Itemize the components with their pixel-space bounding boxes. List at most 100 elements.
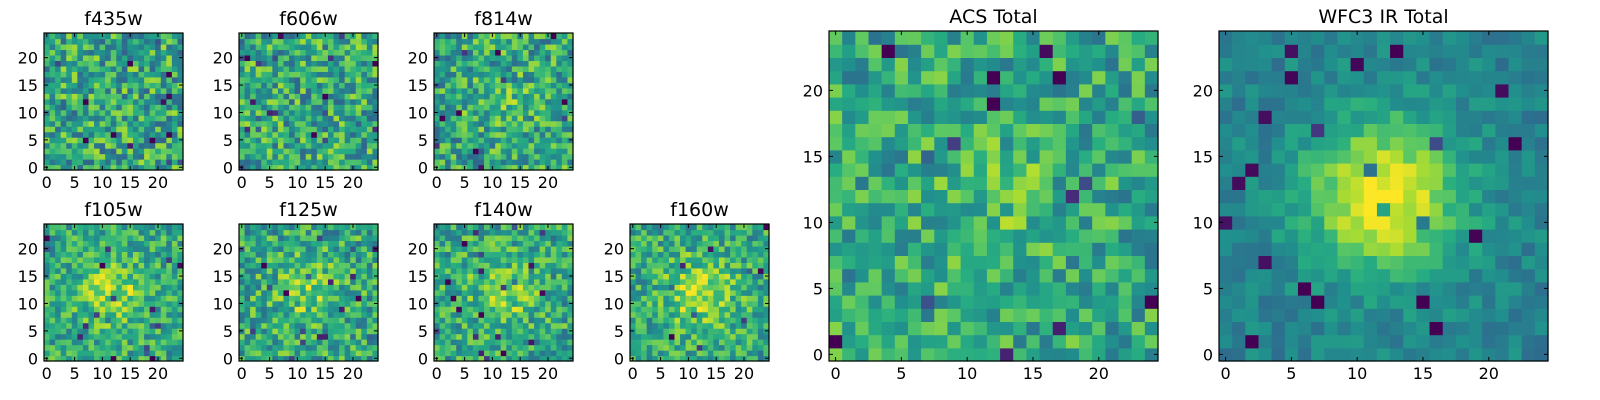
heatmap-cell — [881, 215, 896, 230]
heatmap-cell — [1144, 255, 1159, 270]
heatmap-cell — [160, 262, 167, 269]
heatmap-cell — [171, 76, 179, 83]
heatmap-cell — [105, 300, 112, 307]
heatmap-cell — [261, 229, 268, 236]
heatmap-cell — [94, 240, 101, 247]
heatmap-cell — [663, 311, 670, 318]
heatmap-cell — [842, 255, 856, 270]
heatmap-cell — [528, 153, 535, 160]
heatmap-cell — [132, 126, 140, 133]
heatmap-cell — [366, 234, 374, 242]
heatmap-cell — [1144, 308, 1159, 322]
heatmap-cell — [439, 153, 446, 160]
heatmap-cell — [522, 300, 530, 307]
heatmap-cell — [322, 142, 329, 149]
heatmap-cell — [316, 164, 323, 171]
heatmap-cell — [696, 224, 703, 231]
heatmap-cell — [434, 38, 441, 45]
heatmap-cell — [121, 350, 128, 357]
heatmap-cell — [495, 120, 502, 127]
heatmap-cell — [361, 93, 368, 100]
heatmap-cell — [110, 82, 117, 89]
heatmap-cell — [55, 82, 62, 89]
heatmap-cell — [60, 229, 67, 236]
heatmap-cell — [171, 54, 179, 61]
heatmap-cell — [160, 355, 167, 362]
heatmap-cell — [361, 76, 368, 83]
heatmap-cell — [71, 256, 78, 263]
heatmap-cell — [511, 153, 518, 160]
heatmap-cell — [1052, 176, 1067, 190]
heatmap-cell — [177, 339, 184, 346]
heatmap-cell — [534, 49, 541, 56]
heatmap-cell — [244, 234, 251, 242]
heatmap-cell — [105, 240, 112, 247]
heatmap-cell — [1052, 242, 1067, 256]
heatmap-cell — [881, 347, 896, 362]
heatmap-cell — [539, 295, 546, 302]
heatmap-cell — [261, 311, 268, 318]
heatmap-cell — [868, 242, 883, 256]
heatmap-cell — [272, 43, 279, 51]
heatmap-cell — [646, 322, 653, 329]
heatmap-cell — [947, 215, 962, 230]
heatmap-cell — [718, 256, 726, 263]
heatmap-cell — [66, 273, 73, 280]
heatmap-cell — [289, 109, 296, 116]
heatmap-cell — [550, 49, 557, 56]
heatmap-cell — [539, 322, 546, 329]
heatmap-cell — [702, 350, 709, 357]
heatmap-cell — [138, 284, 145, 291]
heatmap-cell — [450, 93, 457, 100]
heatmap-cell — [88, 234, 95, 242]
heatmap-cell — [1026, 255, 1041, 270]
heatmap-cell — [316, 273, 323, 280]
heatmap-cell — [311, 262, 318, 269]
heatmap-cell — [894, 268, 909, 283]
heatmap-cell — [506, 120, 513, 127]
heatmap-cell — [127, 43, 134, 51]
heatmap-cell — [907, 308, 922, 322]
heatmap-cell — [763, 333, 770, 340]
heatmap-cell — [1131, 202, 1146, 217]
heatmap-cell — [44, 333, 51, 340]
heatmap-cell — [550, 33, 557, 40]
heatmap-cell — [99, 278, 106, 285]
heatmap-cell — [484, 71, 491, 78]
heatmap-cell — [82, 49, 90, 56]
heatmap-cell — [517, 267, 524, 274]
heatmap-cell — [88, 267, 95, 274]
heatmap-cell — [255, 137, 262, 144]
heatmap-cell — [166, 153, 173, 160]
heatmap-cell — [350, 137, 357, 144]
heatmap-cell — [305, 229, 312, 236]
heatmap-cell — [366, 49, 374, 56]
heatmap-cell — [239, 344, 246, 351]
heatmap-cell — [266, 322, 273, 329]
heatmap-cell — [277, 120, 285, 127]
heatmap-cell — [110, 137, 117, 144]
heatmap-cell — [71, 109, 78, 116]
heatmap-cell — [305, 317, 312, 324]
heatmap-cell — [339, 159, 346, 166]
heatmap-cell — [500, 224, 507, 231]
heatmap-cell — [344, 104, 351, 111]
heatmap-cell — [149, 256, 156, 263]
heatmap-cell — [445, 65, 452, 72]
heatmap-cell — [528, 33, 535, 40]
heatmap-cell — [127, 159, 134, 166]
x-tick-label: 10 — [482, 364, 502, 383]
heatmap-cell — [652, 317, 659, 324]
heatmap-cell — [294, 273, 301, 280]
heatmap-cell — [316, 256, 323, 263]
heatmap-cell — [177, 306, 184, 313]
heatmap-cell — [272, 322, 279, 329]
heatmap-cell — [155, 245, 162, 252]
heatmap-cell — [121, 262, 128, 269]
heatmap-cell — [511, 344, 518, 351]
heatmap-cell — [550, 38, 557, 45]
heatmap-cell — [333, 224, 340, 231]
heatmap-cell — [439, 311, 446, 318]
heatmap-cell — [1092, 268, 1106, 283]
heatmap-cell — [506, 322, 513, 329]
